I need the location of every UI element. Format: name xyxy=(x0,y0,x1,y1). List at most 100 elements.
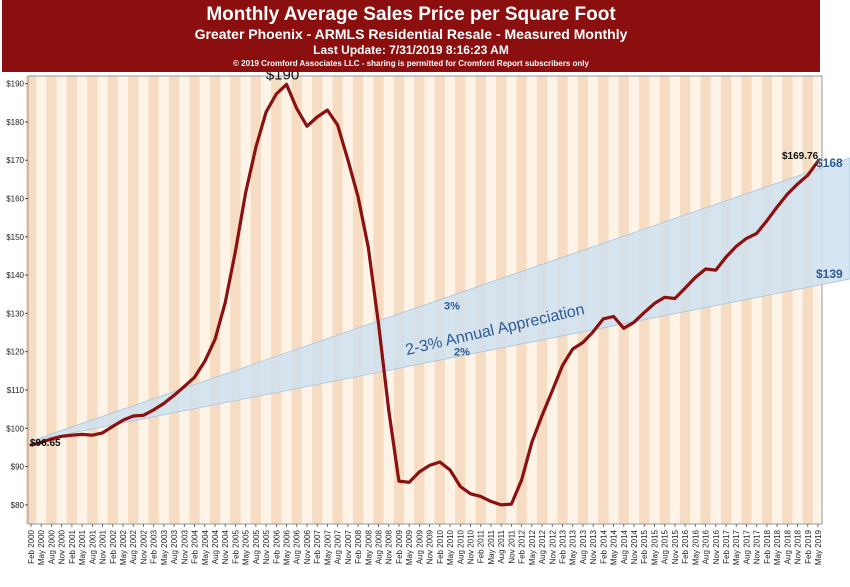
background-stripe xyxy=(25,76,37,524)
x-tick-label: Feb 2006 xyxy=(272,529,281,563)
x-tick-label: Aug 2017 xyxy=(742,529,751,564)
x-tick-label: Feb 2011 xyxy=(477,529,486,563)
y-tick-label: $180 xyxy=(6,118,24,127)
x-tick-label: Feb 2004 xyxy=(191,529,200,563)
x-tick-label: May 2017 xyxy=(732,529,741,565)
chart-header: Monthly Average Sales Price per Square F… xyxy=(2,0,820,72)
x-tick-label: May 2005 xyxy=(242,529,251,565)
x-tick-label: Nov 2003 xyxy=(180,529,189,564)
x-tick-label: Nov 2005 xyxy=(262,529,271,564)
x-tick-label: Feb 2002 xyxy=(109,529,118,563)
y-tick-label: $190 xyxy=(6,80,24,89)
upper-end-label: $168 xyxy=(816,156,843,170)
lower-rate-label: 2% xyxy=(454,347,470,359)
x-tick-label: Nov 2010 xyxy=(466,529,475,564)
x-tick-label: May 2015 xyxy=(650,529,659,565)
background-stripe xyxy=(189,76,200,524)
x-tick-label: May 2006 xyxy=(283,529,292,565)
appreciation-band xyxy=(30,157,850,442)
x-tick-label: May 2007 xyxy=(323,529,332,565)
x-tick-label: May 2001 xyxy=(78,529,87,565)
y-tick-label: $140 xyxy=(6,271,24,280)
x-tick-label: Nov 2004 xyxy=(221,529,230,564)
end-value-label: $169.76 xyxy=(782,151,819,162)
x-axis: Feb 2000 May 2000 Aug 2000 Nov 2000 Feb 2001… xyxy=(27,524,823,565)
y-axis: $80 $90 $100 $110 $120 $130 $140 $150 $160 $170 $1… xyxy=(6,80,28,510)
x-tick-label: Nov 2008 xyxy=(385,529,394,564)
line-chart: $80 $90 $100 $110 $120 $130 $140 $150 $160 $170 $1… xyxy=(6,72,850,565)
x-tick-label: Feb 2013 xyxy=(558,529,567,563)
x-tick-label: Nov 2002 xyxy=(139,529,148,564)
x-tick-label: Feb 2014 xyxy=(599,529,608,563)
x-tick-label: Feb 2001 xyxy=(68,529,77,563)
background-stripe xyxy=(209,76,221,524)
x-tick-label: May 2014 xyxy=(610,529,619,565)
background-stripe xyxy=(312,76,323,524)
x-tick-label: Aug 2012 xyxy=(538,529,547,564)
x-tick-label: Aug 2015 xyxy=(661,529,670,564)
x-tick-label: May 2002 xyxy=(119,529,128,565)
background-stripe xyxy=(271,76,282,524)
price-line xyxy=(29,82,820,507)
background-stripe xyxy=(782,76,793,524)
chart-subtitle: Greater Phoenix - ARMLS Residential Resa… xyxy=(194,26,628,42)
background-stripe xyxy=(128,76,139,524)
x-tick-label: May 2010 xyxy=(446,529,455,565)
x-tick-label: Aug 2009 xyxy=(415,529,424,564)
x-tick-label: Aug 2006 xyxy=(293,529,302,564)
x-tick-label: Nov 2013 xyxy=(589,529,598,564)
y-tick-label: $90 xyxy=(11,463,25,472)
y-tick-label: $130 xyxy=(6,309,24,318)
y-tick-label: $150 xyxy=(6,233,24,242)
x-tick-label: Aug 2001 xyxy=(88,529,97,564)
x-tick-label: Feb 2018 xyxy=(763,529,772,563)
x-tick-label: Feb 2016 xyxy=(681,529,690,563)
upper-rate-label: 3% xyxy=(444,301,460,313)
x-tick-label: May 2016 xyxy=(691,529,700,565)
x-tick-label: May 2011 xyxy=(487,529,496,564)
x-tick-label: Aug 2011 xyxy=(497,529,506,563)
x-tick-label: May 2018 xyxy=(773,529,782,565)
x-tick-label: Feb 2010 xyxy=(436,529,445,563)
x-tick-label: Nov 2006 xyxy=(303,529,312,564)
start-value-label: $96.65 xyxy=(30,438,61,449)
x-tick-label: Aug 2007 xyxy=(334,529,343,564)
background-stripe xyxy=(352,76,364,524)
x-tick-label: Feb 2007 xyxy=(313,529,322,563)
x-tick-label: May 2012 xyxy=(528,529,537,565)
x-tick-label: Aug 2018 xyxy=(783,529,792,564)
x-tick-label: Aug 2008 xyxy=(375,529,384,564)
background-stripe xyxy=(393,76,405,524)
background-stripe xyxy=(168,76,180,524)
x-tick-label: Nov 2011 xyxy=(507,529,516,563)
x-tick-label: Nov 2015 xyxy=(671,529,680,564)
background-stripe xyxy=(230,76,241,524)
appreciation-band-area xyxy=(30,157,850,442)
x-tick-label: Feb 2008 xyxy=(354,529,363,563)
last-update-text: Last Update: 7/31/2019 8:16:23 AM xyxy=(313,43,509,57)
copyright-text: © 2019 Cromford Associates LLC - sharing… xyxy=(233,59,589,68)
background-stripe xyxy=(761,76,773,524)
y-tick-label: $110 xyxy=(7,386,25,395)
x-tick-label: Nov 2007 xyxy=(344,529,353,564)
x-tick-label: May 2003 xyxy=(160,529,169,565)
x-tick-label: Feb 2012 xyxy=(518,529,527,563)
peak-value-label: $190 xyxy=(266,72,299,84)
background-stripe xyxy=(250,76,261,524)
x-tick-label: Aug 2000 xyxy=(47,529,56,564)
x-tick-label: Nov 2012 xyxy=(548,529,557,564)
background-stripe xyxy=(87,76,98,524)
background-stripe xyxy=(107,76,118,524)
background-stripe xyxy=(332,76,343,524)
chart-title: Monthly Average Sales Price per Square F… xyxy=(206,4,616,25)
background-stripe xyxy=(414,76,425,524)
x-tick-label: Aug 2005 xyxy=(252,529,261,564)
x-tick-label: Aug 2002 xyxy=(129,529,138,564)
x-tick-label: Feb 2009 xyxy=(395,529,404,563)
background-stripe xyxy=(802,76,813,524)
x-tick-label: Aug 2010 xyxy=(456,529,465,564)
x-tick-label: Feb 2003 xyxy=(150,529,159,563)
x-tick-label: Feb 2019 xyxy=(804,529,813,563)
y-tick-label: $170 xyxy=(6,156,24,165)
x-tick-label: Feb 2017 xyxy=(722,529,731,563)
